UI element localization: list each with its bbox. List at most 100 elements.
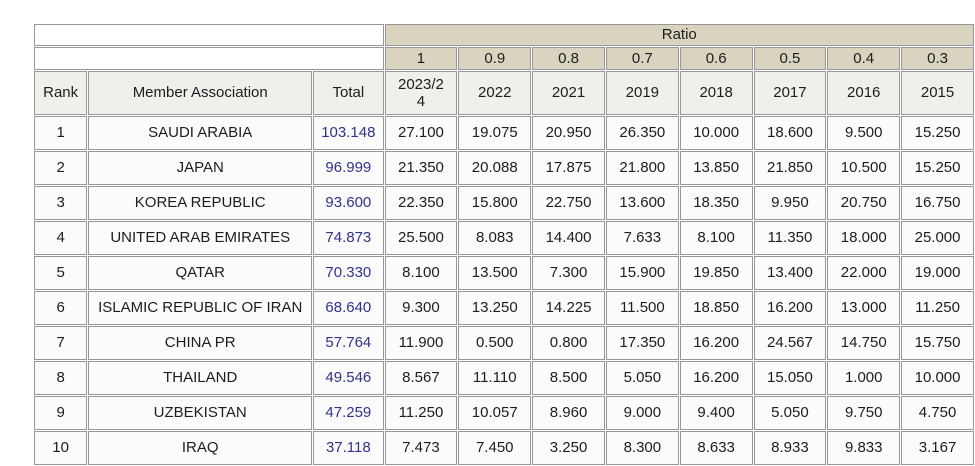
year-value-cell: 9.833	[827, 431, 901, 465]
year-value-cell: 4.750	[901, 396, 974, 430]
year-value-cell: 18.600	[753, 116, 827, 150]
year-value-cell: 8.083	[458, 221, 532, 255]
year-value-cell: 14.750	[827, 326, 901, 360]
year-value-cell: 16.750	[901, 186, 974, 220]
year-value-cell: 11.900	[384, 326, 458, 360]
year-value-cell: 11.250	[901, 291, 974, 325]
year-value-cell: 13.400	[753, 256, 827, 290]
total-cell: 70.330	[313, 256, 384, 290]
year-value-cell: 16.200	[679, 326, 753, 360]
year-value-cell: 5.050	[753, 396, 827, 430]
table-row: 2 JAPAN 96.999 21.350 20.088 17.875 21.800 13.8…	[34, 151, 974, 185]
year-value-cell: 21.350	[384, 151, 458, 185]
table-row: 3 KOREA REPUBLIC 93.600 22.350 15.800 22.750 1…	[34, 186, 974, 220]
year-value-cell: 15.800	[458, 186, 532, 220]
rank-cell: 8	[34, 361, 88, 395]
ratio-values-row: 1 0.9 0.8 0.7 0.6 0.5 0.4 0.3	[34, 47, 974, 70]
ratio-value-cell: 0.5	[753, 47, 827, 70]
year-value-cell: 8.500	[532, 361, 605, 395]
year-value-cell: 1.000	[827, 361, 901, 395]
year-value-cell: 8.567	[384, 361, 458, 395]
year-value-cell: 15.050	[753, 361, 827, 395]
year-value-cell: 26.350	[605, 116, 679, 150]
year-value-cell: 11.500	[605, 291, 679, 325]
member-association-column-header: Member Association	[88, 71, 313, 115]
header-spacer	[34, 24, 384, 46]
year-value-cell: 16.200	[753, 291, 827, 325]
year-value-cell: 8.300	[605, 431, 679, 465]
ratio-value-cell: 0.8	[532, 47, 605, 70]
total-cell: 103.148	[313, 116, 384, 150]
ratio-value-cell: 0.7	[605, 47, 679, 70]
ratio-value-cell: 0.9	[458, 47, 532, 70]
year-label: 2018	[699, 84, 733, 102]
rank-cell: 2	[34, 151, 88, 185]
year-value-cell: 9.000	[605, 396, 679, 430]
year-column-header: 2016	[827, 71, 901, 115]
table-row: 5 QATAR 70.330 8.100 13.500 7.300 15.900 19.850…	[34, 256, 974, 290]
ratio-header-label: Ratio	[384, 24, 974, 46]
year-value-cell: 14.225	[532, 291, 605, 325]
rank-column-header: Rank	[34, 71, 88, 115]
year-column-header: 2017	[753, 71, 827, 115]
year-value-cell: 7.473	[384, 431, 458, 465]
table-header: Ratio 1 0.9 0.8 0.7 0.6 0.5 0.4 0.3 Rank Member …	[34, 24, 974, 115]
year-value-cell: 9.400	[679, 396, 753, 430]
year-value-cell: 8.100	[679, 221, 753, 255]
member-association-ranking-table: Ratio 1 0.9 0.8 0.7 0.6 0.5 0.4 0.3 Rank Member …	[33, 23, 975, 466]
year-value-cell: 21.800	[605, 151, 679, 185]
table-row: 10 IRAQ 37.118 7.473 7.450 3.250 8.300 8.633 8.9…	[34, 431, 974, 465]
year-value-cell: 11.110	[458, 361, 532, 395]
year-label: 2019	[625, 84, 660, 102]
ratio-value-cell: 0.6	[679, 47, 753, 70]
year-value-cell: 13.000	[827, 291, 901, 325]
year-value-cell: 10.057	[458, 396, 532, 430]
year-column-header: 2015	[901, 71, 974, 115]
year-value-cell: 22.350	[384, 186, 458, 220]
year-value-cell: 21.850	[753, 151, 827, 185]
year-value-cell: 20.950	[532, 116, 605, 150]
total-cell: 96.999	[313, 151, 384, 185]
total-cell: 57.764	[313, 326, 384, 360]
year-value-cell: 8.933	[753, 431, 827, 465]
rank-cell: 3	[34, 186, 88, 220]
association-cell: IRAQ	[88, 431, 313, 465]
year-value-cell: 15.250	[901, 116, 974, 150]
year-value-cell: 11.250	[384, 396, 458, 430]
year-value-cell: 10.000	[679, 116, 753, 150]
year-value-cell: 8.100	[384, 256, 458, 290]
year-value-cell: 17.350	[605, 326, 679, 360]
association-cell: UZBEKISTAN	[88, 396, 313, 430]
table-row: 6 ISLAMIC REPUBLIC OF IRAN 68.640 9.300 13.2…	[34, 291, 974, 325]
header-spacer	[34, 47, 384, 70]
association-cell: THAILAND	[88, 361, 313, 395]
ranking-table-container: Ratio 1 0.9 0.8 0.7 0.6 0.5 0.4 0.3 Rank Member …	[33, 23, 975, 466]
table-row: 8 THAILAND 49.546 8.567 11.110 8.500 5.050 16.2…	[34, 361, 974, 395]
year-value-cell: 19.850	[679, 256, 753, 290]
year-value-cell: 10.000	[901, 361, 974, 395]
table-row: 9 UZBEKISTAN 47.259 11.250 10.057 8.960 9.000 9…	[34, 396, 974, 430]
year-value-cell: 18.000	[827, 221, 901, 255]
year-value-cell: 13.850	[679, 151, 753, 185]
year-value-cell: 3.250	[532, 431, 605, 465]
year-value-cell: 15.900	[605, 256, 679, 290]
association-cell: QATAR	[88, 256, 313, 290]
year-value-cell: 20.750	[827, 186, 901, 220]
rank-cell: 9	[34, 396, 88, 430]
year-value-cell: 11.350	[753, 221, 827, 255]
year-value-cell: 25.000	[901, 221, 974, 255]
year-value-cell: 25.500	[384, 221, 458, 255]
year-column-header: 2021	[532, 71, 605, 115]
year-value-cell: 22.000	[827, 256, 901, 290]
year-value-cell: 19.000	[901, 256, 974, 290]
year-value-cell: 7.450	[458, 431, 532, 465]
year-value-cell: 9.950	[753, 186, 827, 220]
year-column-header: 2023/24	[384, 71, 458, 115]
year-value-cell: 9.750	[827, 396, 901, 430]
ratio-value-cell: 1	[384, 47, 458, 70]
ratio-value-cell: 0.4	[827, 47, 901, 70]
year-column-header: 2019	[605, 71, 679, 115]
year-value-cell: 13.250	[458, 291, 532, 325]
total-cell: 47.259	[313, 396, 384, 430]
total-cell: 74.873	[313, 221, 384, 255]
